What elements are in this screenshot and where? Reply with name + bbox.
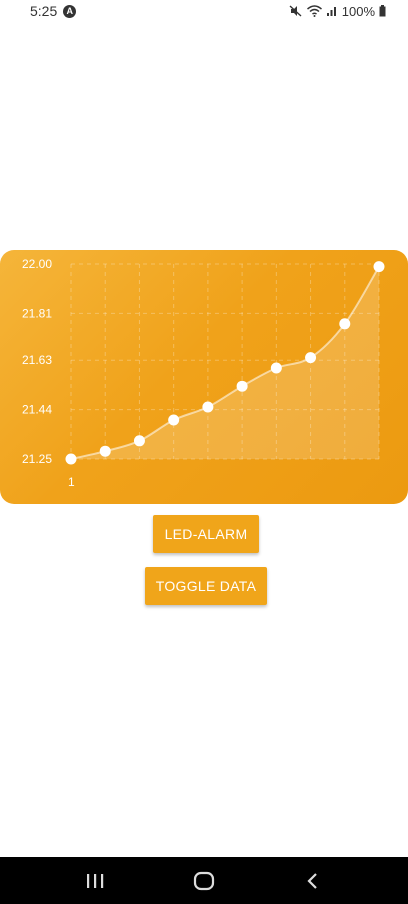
y-tick-label: 21.44 — [22, 403, 52, 417]
data-point — [339, 318, 351, 330]
y-tick-label: 22.00 — [22, 257, 52, 271]
battery-icon — [379, 5, 386, 17]
toggle-data-button[interactable]: TOGGLE DATA — [145, 567, 267, 605]
data-point — [99, 445, 111, 457]
data-point — [133, 435, 145, 447]
y-tick-label: 21.81 — [22, 306, 52, 320]
data-point — [202, 401, 214, 413]
status-time: 5:25 — [30, 3, 58, 19]
status-bar: 5:25 A — [0, 0, 408, 22]
temperature-chart-card: 22.00 21.81 21.63 21.44 21.25 1 — [0, 250, 408, 504]
system-nav-bar — [0, 857, 408, 904]
data-point — [373, 261, 385, 273]
data-point — [65, 453, 77, 465]
nav-a-icon: A — [63, 4, 77, 18]
y-tick-label: 21.25 — [22, 452, 52, 466]
data-point — [168, 414, 180, 426]
data-point — [270, 362, 282, 374]
home-icon[interactable] — [184, 866, 224, 896]
wifi-icon — [306, 5, 322, 17]
battery-percent: 100% — [341, 3, 375, 19]
status-right: 100% — [289, 4, 386, 19]
back-icon[interactable] — [293, 866, 333, 896]
data-point — [236, 380, 248, 392]
line-chart: 22.00 21.81 21.63 21.44 21.25 1 — [22, 257, 385, 489]
recents-icon[interactable] — [75, 866, 115, 896]
signal-icon — [326, 5, 338, 17]
data-point — [305, 352, 317, 364]
y-tick-label: 21.63 — [22, 353, 52, 367]
x-tick-label: 1 — [68, 475, 75, 489]
series-area — [71, 266, 379, 459]
series-line — [70, 266, 380, 460]
led-alarm-button[interactable]: LED-ALARM — [153, 515, 259, 553]
status-left: 5:25 A — [30, 3, 77, 19]
mute-icon — [289, 5, 303, 17]
